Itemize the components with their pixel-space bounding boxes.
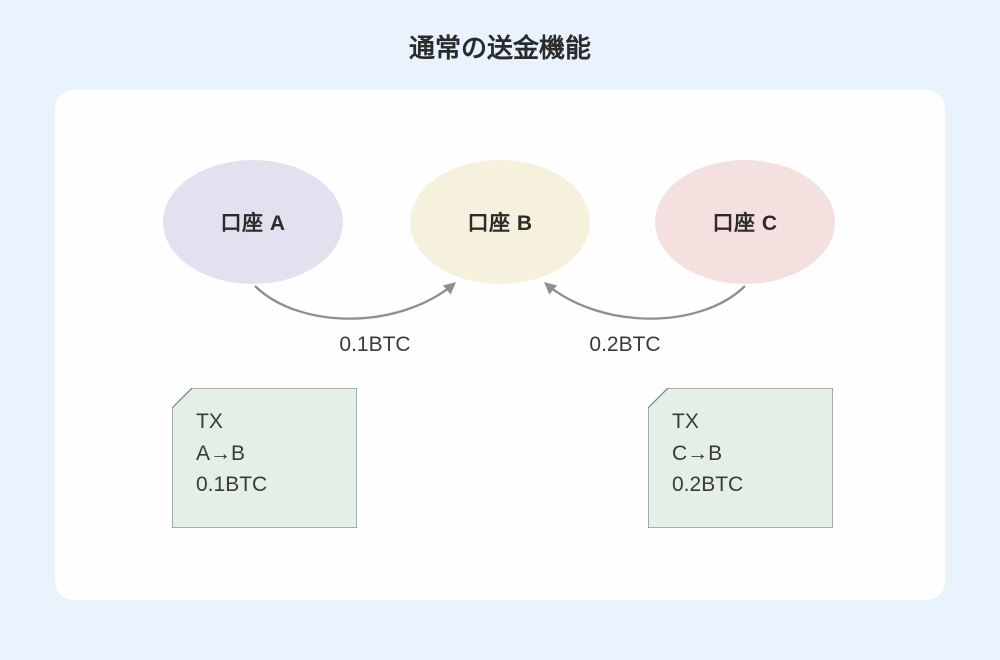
node-label: 口座 B — [468, 207, 533, 237]
tx-card-tx-a: TXA→B0.1BTC — [172, 388, 357, 528]
tx-card-text: TXA→B0.1BTC — [196, 406, 267, 501]
tx-line: C→B — [672, 438, 743, 470]
node-label: 口座 A — [221, 207, 286, 237]
tx-card-text: TXC→B0.2BTC — [672, 406, 743, 501]
tx-line: 0.1BTC — [196, 469, 267, 501]
node-account-b: 口座 B — [410, 160, 590, 284]
node-label: 口座 C — [713, 207, 778, 237]
edge-label-edge-a-b: 0.1BTC — [315, 333, 435, 357]
node-account-a: 口座 A — [163, 160, 343, 284]
diagram-canvas: 通常の送金機能 口座 A口座 B口座 C0.1BTC0.2BTCTXA→B0.1… — [0, 0, 1000, 660]
tx-line: TX — [196, 406, 267, 438]
tx-line: TX — [672, 406, 743, 438]
node-account-c: 口座 C — [655, 160, 835, 284]
diagram-title: 通常の送金機能 — [0, 28, 1000, 65]
tx-line: 0.2BTC — [672, 469, 743, 501]
edge-label-edge-c-b: 0.2BTC — [565, 333, 685, 357]
tx-line: A→B — [196, 438, 267, 470]
tx-card-tx-c: TXC→B0.2BTC — [648, 388, 833, 528]
